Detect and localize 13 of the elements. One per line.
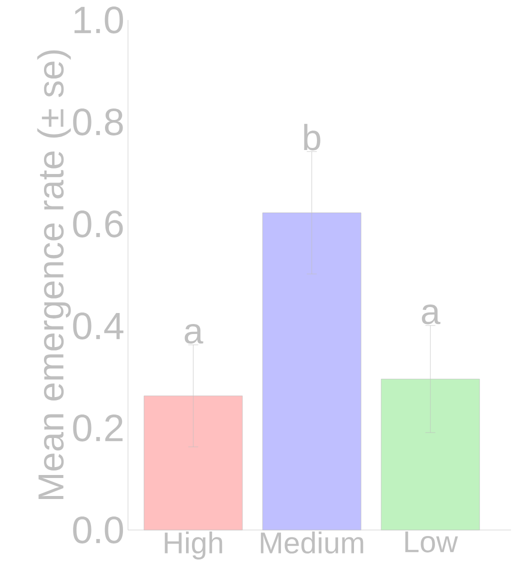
annotation: a bbox=[184, 324, 204, 344]
x-tick-label: Medium bbox=[260, 532, 364, 554]
y-tick-label: 1.0 bbox=[74, 6, 123, 34]
y-tick-label: 0.0 bbox=[73, 516, 123, 544]
x-tick-label: High bbox=[164, 532, 222, 560]
y-axis-title: Mean emergence rate (± se) bbox=[37, 50, 71, 500]
annotation: b bbox=[304, 124, 320, 150]
x-tick-label: Low bbox=[405, 532, 458, 552]
y-tick-label: 0.8 bbox=[73, 108, 123, 136]
annotation: a bbox=[422, 304, 440, 324]
y-tick-label: 0.4 bbox=[73, 312, 124, 340]
y-tick-label: 0.2 bbox=[73, 414, 123, 442]
y-tick-label: 0.6 bbox=[73, 210, 123, 238]
